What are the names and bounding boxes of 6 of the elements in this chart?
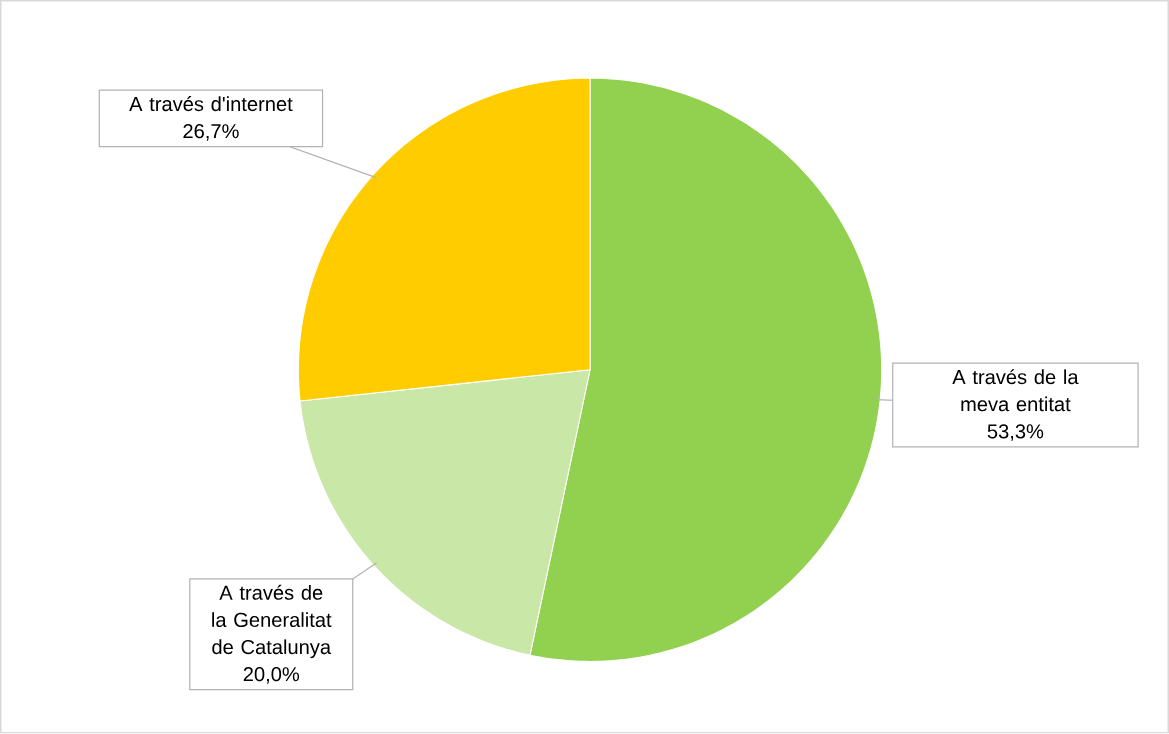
slice-label: A través d'internet (129, 96, 293, 112)
data-label: 26,7% (183, 124, 239, 141)
data-label: 20,0% (243, 667, 300, 684)
slice-label: A través de la Generalitat de Catalunya (212, 585, 332, 659)
slice-label: A través de la meva entitat (952, 369, 1079, 412)
data-label: 53,3% (987, 424, 1044, 442)
